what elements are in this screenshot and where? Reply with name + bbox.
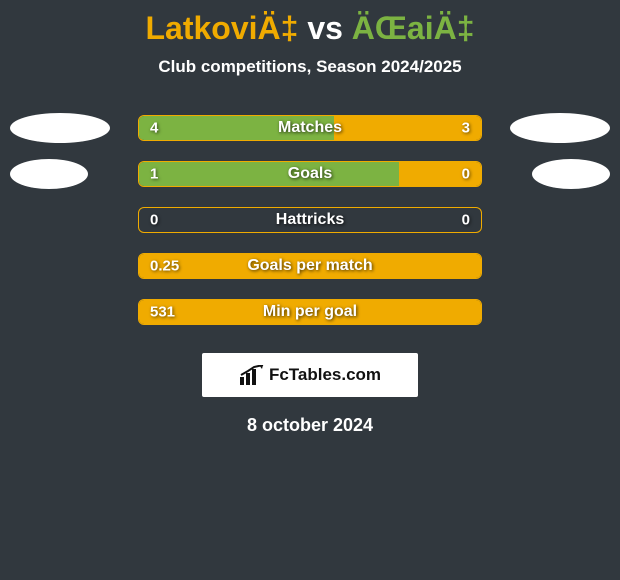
logo-text: FcTables.com [269,365,381,385]
stat-row: 0.25 Goals per match [0,243,620,289]
stat-value-right: 0 [462,212,470,229]
stat-value-right: 3 [462,120,470,137]
stat-bar-right-fill [334,116,481,140]
source-logo: FcTables.com [202,353,418,397]
stat-rows: 4 3 Matches 1 0 Goals 0 0 Hattricks 0.25 Goals per… [0,105,620,335]
page-title: LatkoviÄ‡ vs ÄŒaiÄ‡ [0,10,620,47]
title-right: ÄŒaiÄ‡ [352,10,475,46]
snapshot-date: 8 october 2024 [0,415,620,436]
title-left: LatkoviÄ‡ [145,10,298,46]
side-indicator-right [510,113,610,143]
side-indicator-right [532,159,610,189]
stat-value-left: 531 [150,304,175,321]
stat-value-right: 0 [462,166,470,183]
stat-label: Goals [288,165,332,183]
stat-row: 0 0 Hattricks [0,197,620,243]
stat-row: 4 3 Matches [0,105,620,151]
comparison-panel: LatkoviÄ‡ vs ÄŒaiÄ‡ Club competitions, S… [0,0,620,580]
stat-row: 531 Min per goal [0,289,620,335]
stat-value-left: 0.25 [150,258,179,275]
side-indicator-left [10,113,110,143]
stat-label: Hattricks [276,211,344,229]
stat-row: 1 0 Goals [0,151,620,197]
stat-bar-left-fill [139,162,399,186]
subtitle: Club competitions, Season 2024/2025 [0,57,620,77]
stat-value-left: 4 [150,120,158,137]
chart-icon [239,365,265,385]
stat-label: Matches [278,119,342,137]
stat-label: Goals per match [247,257,372,275]
stat-value-left: 1 [150,166,158,183]
side-indicator-left [10,159,88,189]
title-vs: vs [307,10,343,46]
stat-value-left: 0 [150,212,158,229]
stat-label: Min per goal [263,303,357,321]
